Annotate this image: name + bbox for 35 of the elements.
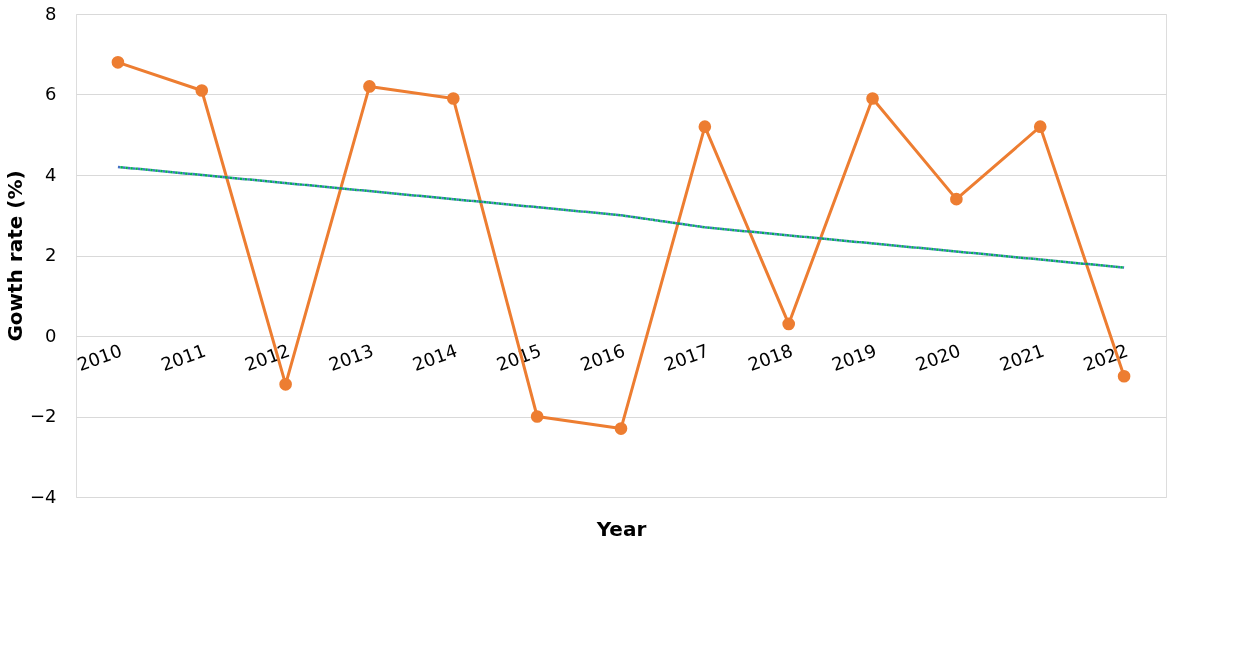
- point: [782, 317, 796, 331]
- x-tick-label: 2013: [325, 339, 377, 376]
- x-tick-label: 2019: [828, 339, 880, 376]
- y-tick-label: 4: [45, 163, 57, 185]
- point: [1033, 120, 1047, 134]
- x-tick-label: 2017: [661, 339, 712, 376]
- y-tick-label: 6: [45, 83, 57, 104]
- y-tick-label: 2: [45, 244, 57, 265]
- point: [950, 192, 963, 206]
- y-axis-title: Gowth rate (%): [2, 170, 27, 342]
- x-tick-label: 2022: [1080, 339, 1131, 376]
- x-tick-label: 2021: [996, 339, 1047, 376]
- y-tick-label: −4: [29, 485, 57, 507]
- point: [195, 84, 209, 97]
- line-series: [116, 165, 1126, 269]
- x-axis-title: Year: [595, 516, 647, 541]
- point: [698, 120, 712, 134]
- point: [111, 55, 125, 69]
- point: [866, 92, 879, 105]
- x-tick-label: 2016: [577, 339, 628, 376]
- point: [530, 410, 544, 423]
- y-tick-label: 8: [45, 2, 57, 24]
- x-tick-label: 2010: [74, 339, 125, 376]
- x-tick-label: 2012: [242, 339, 293, 376]
- point: [279, 377, 292, 391]
- x-tick-label: 2018: [745, 339, 796, 376]
- point: [446, 92, 460, 105]
- x-tick-label: 2011: [158, 339, 209, 376]
- y-tick-label: −2: [29, 405, 57, 426]
- x-tick-label: 2015: [493, 339, 544, 376]
- x-tick-label: 2020: [912, 339, 964, 376]
- x-tick-label: 2014: [409, 339, 460, 376]
- y-tick-label: 0: [45, 324, 57, 346]
- point: [363, 80, 376, 93]
- point: [614, 422, 628, 435]
